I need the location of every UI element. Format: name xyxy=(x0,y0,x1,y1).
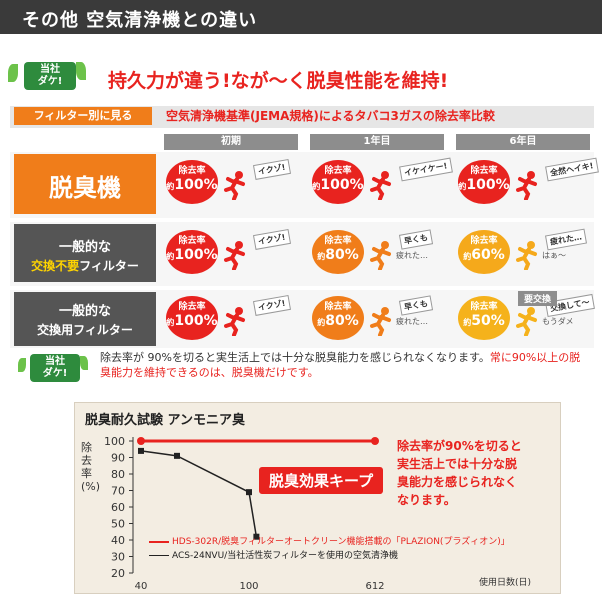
runner-icon xyxy=(370,241,391,270)
y-tick-label: 70 xyxy=(111,485,125,498)
runner-icon xyxy=(224,171,245,200)
y-tick-label: 20 xyxy=(111,567,125,580)
chart-annotation: 除去率が90%を切ると実生活上では十分な脱臭能力を感じられなくなります。 xyxy=(397,439,522,507)
speech-bubble-secondary: はぁ〜 xyxy=(542,251,566,260)
runner-icon xyxy=(370,171,391,200)
bamboo-leaf-icon xyxy=(76,62,86,80)
y-tick-label: 30 xyxy=(111,551,125,564)
x-tick-label: 612 xyxy=(365,581,384,592)
bamboo-leaf-icon xyxy=(18,358,26,372)
rate-cell: 除去率 約100% イケイケー! xyxy=(310,156,453,212)
y-tick-label: 90 xyxy=(111,452,125,465)
removal-rate-badge: 除去率 約50% xyxy=(458,296,510,340)
x-tick-label: 100 xyxy=(239,581,258,592)
speech-bubble: 全然ヘイキ! xyxy=(545,157,599,182)
rate-cell: 除去率 約100% 全然ヘイキ! xyxy=(456,156,599,212)
y-tick-label: 40 xyxy=(111,534,125,547)
series-point-1 xyxy=(253,533,260,540)
speech-bubble-secondary: 疲れた… xyxy=(396,317,428,326)
chart-title: 脱臭耐久試験 アンモニア臭 xyxy=(85,413,246,428)
speech-bubble: 疲れた… xyxy=(545,228,587,251)
page-header: その他 空気清浄機との違い xyxy=(0,0,602,34)
headline: 持久力が違う!なが〜く脱臭性能を維持! xyxy=(108,70,449,92)
row-label-replaceable: 一般的な 交換用フィルター xyxy=(14,292,156,346)
col-header-year6: 6年目 xyxy=(456,134,590,150)
removal-rate-badge: 除去率 約100% xyxy=(166,296,218,340)
series-point-0 xyxy=(137,437,145,445)
removal-rate-badge: 除去率 約100% xyxy=(458,160,510,204)
runner-icon xyxy=(224,307,245,336)
y-tick-label: 60 xyxy=(111,501,125,514)
only-us-badge: 当社 ダケ! xyxy=(8,58,98,96)
y-tick-label: 50 xyxy=(111,518,125,531)
removal-rate-badge: 除去率 約100% xyxy=(312,160,364,204)
filter-tag: フィルター別に見る xyxy=(14,107,152,125)
removal-rate-badge: 除去率 約100% xyxy=(166,160,218,204)
chart-svg: 100 90 80 70 60 50 40 30 20 40 100 612 xyxy=(104,435,385,592)
series-point-1 xyxy=(246,489,252,496)
runner-icon xyxy=(370,307,391,336)
subhead-bar xyxy=(10,106,594,128)
speech-bubble: イクゾ! xyxy=(252,295,291,316)
rate-cell: 除去率 約80% 早くも 疲れた… xyxy=(310,226,450,282)
speech-bubble-secondary: もうダメ xyxy=(542,317,574,326)
removal-rate-badge: 除去率 約80% xyxy=(312,296,364,340)
y-tick-label: 80 xyxy=(111,468,125,481)
removal-rate-badge: 除去率 約100% xyxy=(166,230,218,274)
bamboo-leaf-icon xyxy=(8,64,18,82)
col-header-year1: 1年目 xyxy=(310,134,444,150)
row-label-deodorizer: 脱臭機 xyxy=(14,154,156,214)
speech-bubble: 早くも xyxy=(398,229,434,250)
runner-icon xyxy=(516,241,537,270)
speech-bubble: 早くも xyxy=(398,295,434,316)
legend-black: ACS-24NVU/当社活性炭フィルターを使用の空気清浄機 xyxy=(149,548,554,561)
y-tick-label: 100 xyxy=(104,435,125,448)
x-tick-label: 40 xyxy=(135,581,148,592)
rate-cell: 除去率 約100% イクゾ! xyxy=(164,156,304,212)
speech-bubble: イクゾ! xyxy=(252,229,291,250)
page-title: その他 空気清浄機との違い xyxy=(22,10,258,31)
durability-chart-panel: 脱臭耐久試験 アンモニア臭 除去率(%) 使用日数(日) 100 90 80 70 60… xyxy=(74,402,561,594)
rate-cell: 除去率 約100% イクゾ! xyxy=(164,292,304,348)
x-axis-label: 使用日数(日) xyxy=(479,578,532,588)
removal-rate-badge: 除去率 約80% xyxy=(312,230,364,274)
badge-text: 当社 ダケ! xyxy=(24,62,76,90)
rate-cell: 除去率 約50% 交換して〜 もうダメ xyxy=(456,292,596,348)
comparison-subhead: 空気清浄機基準(JEMA規格)によるタバコ3ガスの除去率比較 xyxy=(166,109,495,123)
speech-bubble-secondary: 疲れた… xyxy=(396,251,428,260)
speech-bubble: イクゾ! xyxy=(252,159,291,180)
col-header-initial: 初期 xyxy=(164,134,298,150)
legend-red: HDS-302R/脱臭フィルターオートクリーン機能搭載の「PLAZION(プラズ… xyxy=(149,534,554,547)
runner-icon xyxy=(224,241,245,270)
note-text: 除去率が 90%を切ると実生活上では十分な脱臭能力を感じられなくなります。常に9… xyxy=(100,351,581,379)
only-us-badge-small: 当社 ダケ! xyxy=(18,352,96,384)
rate-cell: 除去率 約60% 疲れた… はぁ〜 xyxy=(456,226,596,282)
rate-cell: 除去率 約80% 早くも 疲れた… xyxy=(310,292,450,348)
series-point-1 xyxy=(138,447,144,454)
exchange-tag: 要交換 xyxy=(518,291,558,306)
keep-effect-callout: 脱臭効果キープ xyxy=(259,467,384,494)
badge-text: 当社 ダケ! xyxy=(30,354,80,382)
runner-icon xyxy=(516,171,537,200)
bamboo-leaf-icon xyxy=(80,356,88,370)
removal-rate-badge: 除去率 約60% xyxy=(458,230,510,274)
runner-icon xyxy=(516,307,537,336)
series-line-1 xyxy=(140,450,258,537)
row-label-non-replace: 一般的な 交換不要フィルター xyxy=(14,224,156,282)
series-point-0 xyxy=(371,437,379,445)
series-point-1 xyxy=(174,452,180,459)
speech-bubble: イケイケー! xyxy=(399,157,453,182)
rate-cell: 除去率 約100% イクゾ! xyxy=(164,226,304,282)
